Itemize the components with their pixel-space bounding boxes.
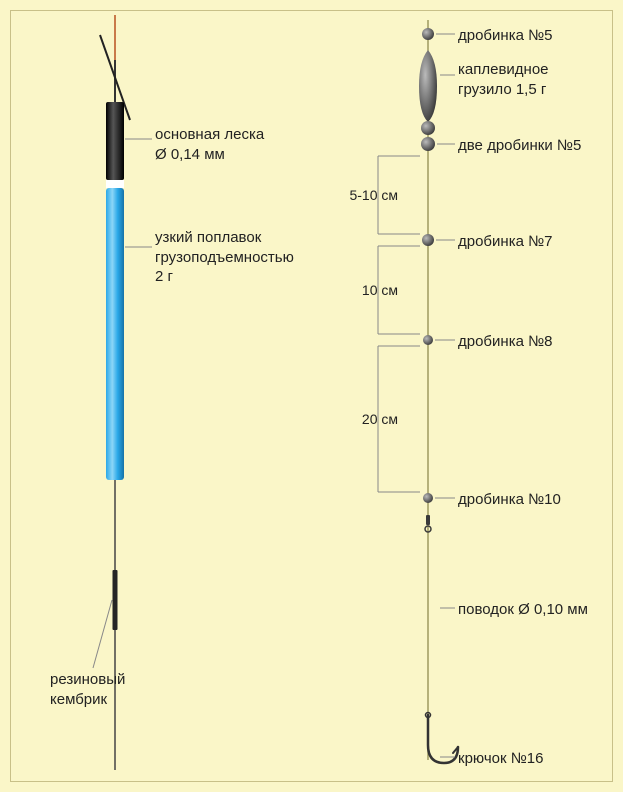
left-label: узкий поплавокгрузоподъемностью2 г: [155, 228, 294, 287]
right-label: поводок Ø 0,10 мм: [458, 600, 588, 620]
right-label: крючок №16: [458, 749, 544, 769]
right-label: дробинка №8: [458, 332, 553, 352]
right-label: дробинка №10: [458, 490, 561, 510]
dimension-label: 5-10 см: [338, 187, 398, 203]
right-label: каплевидноегрузило 1,5 г: [458, 60, 549, 99]
dimension-label: 10 см: [338, 282, 398, 298]
left-label: основная лескаØ 0,14 мм: [155, 125, 264, 164]
dimension-label: 20 см: [338, 411, 398, 427]
right-label: две дробинки №5: [458, 136, 581, 156]
left-label: резиновыйкембрик: [50, 670, 125, 709]
right-label: дробинка №5: [458, 26, 553, 46]
right-label: дробинка №7: [458, 232, 553, 252]
